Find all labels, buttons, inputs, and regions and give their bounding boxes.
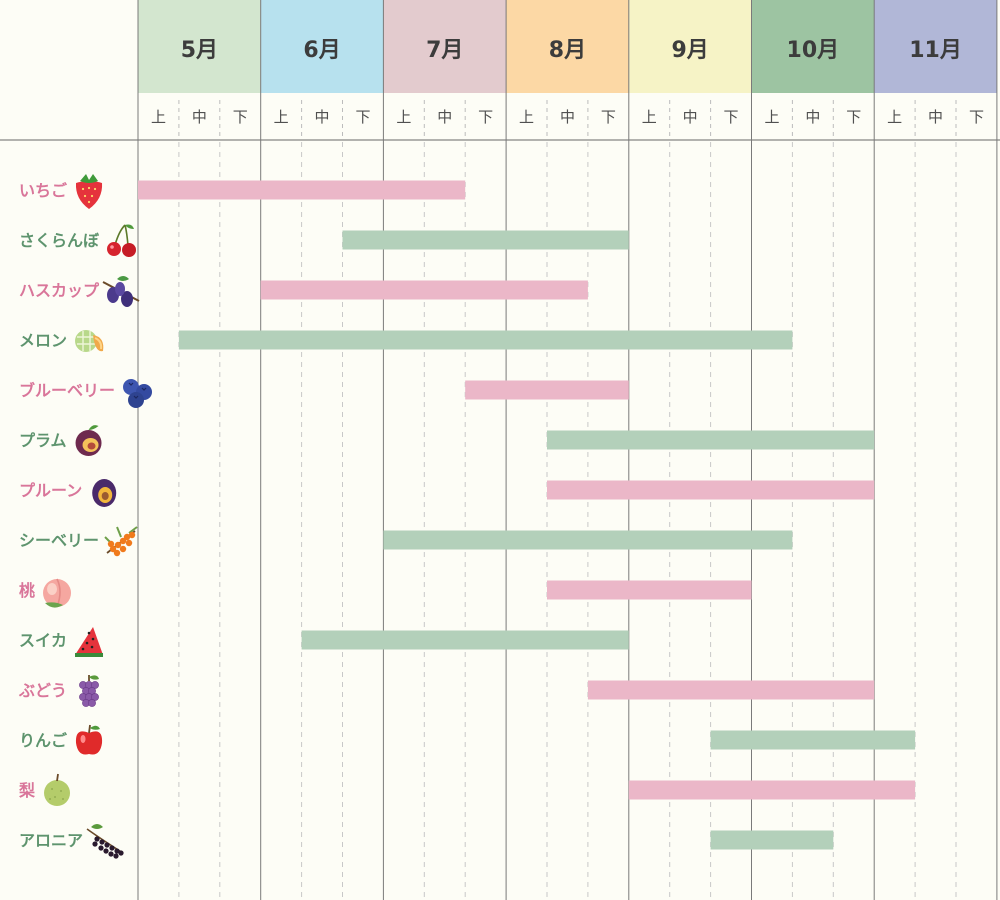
- period-label: 下: [355, 108, 370, 126]
- cherry-icon: [107, 224, 137, 257]
- season-bar: [260, 280, 588, 300]
- season-bar: [547, 580, 752, 600]
- period-label: 下: [601, 108, 616, 126]
- season-bar: [547, 430, 875, 450]
- period-label: 上: [642, 108, 657, 126]
- fruit-label: りんご: [19, 731, 67, 750]
- prune-icon: [92, 479, 117, 507]
- period-label: 上: [519, 108, 534, 126]
- fruit-label: シーベリー: [19, 531, 99, 550]
- period-label: 中: [805, 108, 820, 126]
- month-label: 9月: [671, 38, 708, 63]
- season-bar: [301, 630, 629, 650]
- month-label: 5月: [181, 38, 218, 63]
- aronia-icon: [86, 824, 124, 859]
- period-label: 上: [151, 108, 166, 126]
- watermelon-icon: [75, 627, 104, 657]
- apple-icon: [75, 724, 103, 755]
- season-bar: [342, 230, 629, 250]
- month-label: 7月: [426, 38, 463, 63]
- fruit-label: ハスカップ: [19, 281, 100, 300]
- strawberry-icon: [75, 174, 103, 209]
- period-label: 上: [764, 108, 779, 126]
- month-header-10: [751, 0, 875, 93]
- period-label: 下: [233, 108, 248, 126]
- month-header-5: [138, 0, 261, 93]
- month-header-8: [506, 0, 629, 93]
- month-header-9: [628, 0, 752, 93]
- period-label: 中: [683, 108, 698, 126]
- fruit-label: ぶどう: [18, 681, 67, 700]
- fruit-label: さくらんぼ: [19, 231, 100, 250]
- fruit-label: アロニア: [19, 831, 83, 850]
- month-label: 8月: [549, 38, 586, 63]
- season-bar: [138, 180, 466, 200]
- month-label: 6月: [303, 38, 340, 63]
- period-label: 下: [478, 108, 493, 126]
- peach-icon: [43, 578, 72, 608]
- period-label: 下: [724, 108, 739, 126]
- period-label: 上: [274, 108, 289, 126]
- season-bar: [465, 380, 629, 400]
- fruit-label: プルーン: [19, 481, 82, 500]
- month-label: 10月: [787, 38, 840, 63]
- fruit-label: ブルーベリー: [19, 381, 115, 400]
- period-label: 中: [192, 108, 207, 126]
- melon-icon: [75, 330, 104, 352]
- period-label: 中: [437, 108, 452, 126]
- haskap-icon: [102, 276, 140, 307]
- season-bar: [383, 530, 793, 550]
- blueberry-icon: [123, 379, 153, 408]
- period-label: 中: [928, 108, 943, 126]
- fruit-label: スイカ: [19, 631, 67, 650]
- month-label: 11月: [909, 38, 962, 63]
- season-bar: [178, 330, 793, 350]
- period-label: 下: [969, 108, 984, 126]
- seaberry-icon: [104, 526, 138, 557]
- season-bar: [710, 730, 916, 750]
- fruit-label: 桃: [19, 581, 35, 600]
- fruit-label: メロン: [19, 331, 67, 350]
- month-header-11: [874, 0, 997, 93]
- fruit-label: プラム: [19, 431, 67, 450]
- pear-icon: [44, 773, 71, 806]
- fruit-label: 梨: [18, 781, 36, 800]
- period-label: 上: [396, 108, 411, 126]
- month-header-6: [260, 0, 384, 93]
- season-bar: [547, 480, 875, 500]
- period-label: 上: [887, 108, 902, 126]
- grape-icon: [79, 675, 100, 707]
- season-bar: [710, 830, 834, 850]
- month-header-7: [383, 0, 507, 93]
- period-label: 下: [846, 108, 861, 126]
- season-bar: [628, 780, 916, 800]
- fruit-label: いちご: [19, 181, 67, 200]
- plum-icon: [75, 425, 102, 456]
- season-bar: [587, 680, 875, 700]
- period-label: 中: [560, 108, 575, 126]
- period-label: 中: [315, 108, 330, 126]
